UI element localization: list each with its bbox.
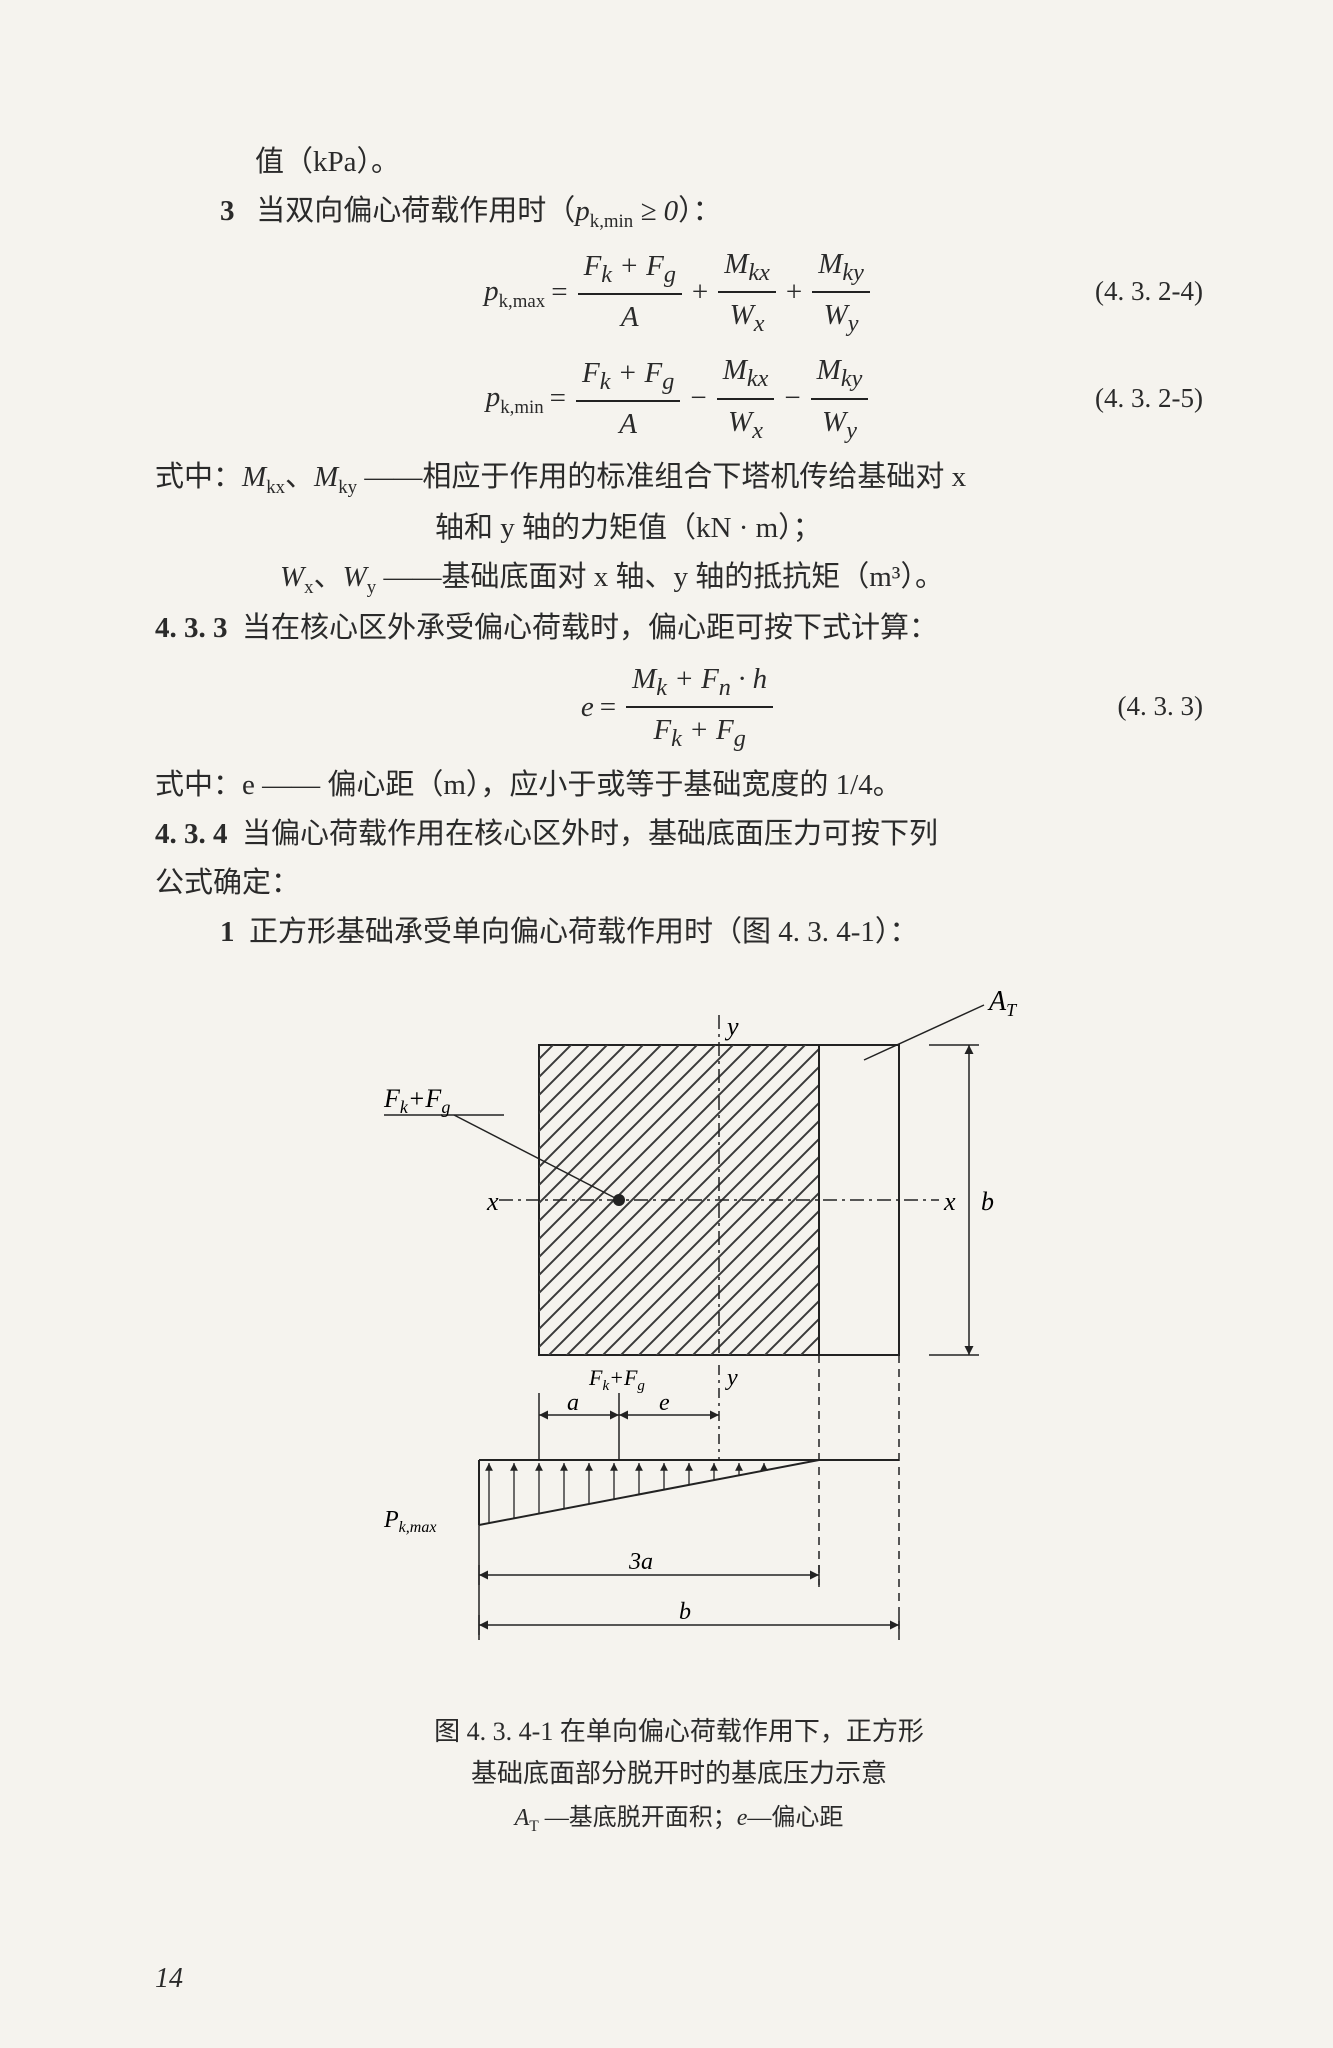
svg-text:y: y <box>724 1012 739 1041</box>
svg-text:Pk,max: Pk,max <box>383 1507 436 1536</box>
where-e: 式中：e —— 偏心距（m），应小于或等于基础宽度的 1/4。 <box>155 763 1203 808</box>
svg-text:x: x <box>486 1187 499 1216</box>
where-Wx: Wx、Wy ——基础底面对 x 轴、y 轴的抵抗矩（m³）。 <box>155 555 1203 602</box>
item-3: 3 当双向偏心荷载作用时（pk,min ≥ 0）： <box>155 189 1203 236</box>
figure-svg: y x x Fk+Fg AT b Fk+Fg y a e <box>289 985 1069 1685</box>
item-3-text: 当双向偏心荷载作用时（ <box>256 195 575 227</box>
where-Mkx-cont: 轴和 y 轴的力矩值（kN · m）； <box>155 506 1203 551</box>
figure-4-3-4-1: y x x Fk+Fg AT b Fk+Fg y a e <box>155 985 1203 1839</box>
svg-text:x: x <box>943 1187 956 1216</box>
equation-4-3-2-5: pk,min = Fk + FgA − MkxWx − MkyWy (4. 3.… <box>155 348 1203 449</box>
svg-text:b: b <box>981 1187 994 1216</box>
figure-legend: AT —基底脱开面积；e—偏心距 <box>155 1800 1203 1839</box>
svg-text:Fk+Fg: Fk+Fg <box>588 1365 645 1394</box>
figure-caption: 图 4. 3. 4-1 在单向偏心荷载作用下，正方形 基础底面部分脱开时的基底压… <box>155 1711 1203 1794</box>
section-4-3-4: 4. 3. 4 当偏心荷载作用在核心区外时，基础底面压力可按下列 <box>155 812 1203 857</box>
svg-text:Fk+Fg: Fk+Fg <box>383 1084 450 1117</box>
eq-num-4: (4. 3. 2-4) <box>1095 271 1203 313</box>
svg-text:AT: AT <box>987 986 1018 1020</box>
item-1: 1 正方形基础承受单向偏心荷载作用时（图 4. 3. 4-1）： <box>155 910 1203 955</box>
section-4-3-3: 4. 3. 3 当在核心区外承受偏心荷载时，偏心距可按下式计算： <box>155 606 1203 651</box>
page-number: 14 <box>155 1957 183 2000</box>
svg-text:3a: 3a <box>628 1549 653 1575</box>
item-3-num: 3 <box>220 195 235 227</box>
svg-text:y: y <box>725 1365 738 1391</box>
item-3-suffix: ）： <box>678 195 722 227</box>
eq-num-5: (4. 3. 2-5) <box>1095 378 1203 420</box>
item-3-cond: pk,min ≥ 0 <box>575 195 678 227</box>
svg-text:e: e <box>659 1390 670 1416</box>
where-Mkx: 式中：Mkx、Mky ——相应于作用的标准组合下塔机传给基础对 x <box>155 455 1203 502</box>
equation-4-3-2-4: pk,max = Fk + FgA + MkxWx + MkyWy (4. 3.… <box>155 242 1203 343</box>
eq-num-433: (4. 3. 3) <box>1118 686 1203 728</box>
section-4-3-4-cont: 公式确定： <box>155 861 1203 906</box>
top-value: 值（kPa）。 <box>155 140 1203 185</box>
equation-4-3-3: e = Mk + Fn · hFk + Fg (4. 3. 3) <box>155 657 1203 758</box>
svg-text:a: a <box>567 1390 579 1416</box>
svg-text:b: b <box>679 1599 691 1625</box>
